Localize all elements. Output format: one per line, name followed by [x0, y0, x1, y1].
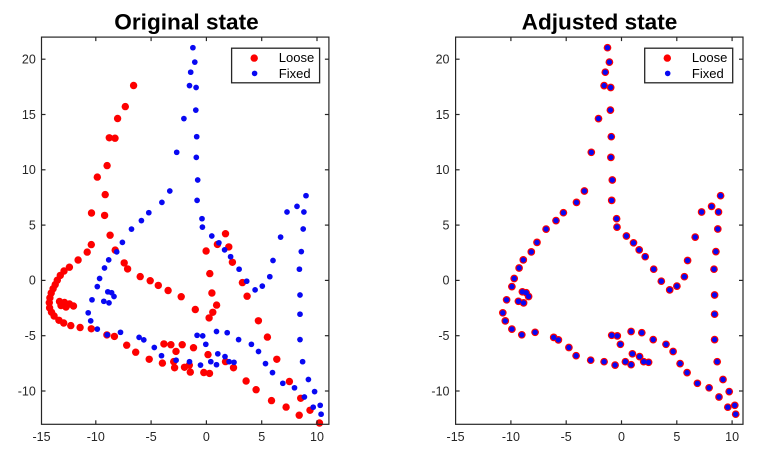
- svg-text:-5: -5: [438, 329, 449, 343]
- svg-text:Loose: Loose: [279, 50, 314, 65]
- svg-text:Fixed: Fixed: [279, 66, 311, 81]
- svg-text:20: 20: [22, 53, 36, 67]
- svg-text:Original state: Original state: [114, 10, 258, 35]
- svg-text:0: 0: [443, 274, 450, 288]
- svg-text:Loose: Loose: [692, 50, 727, 65]
- svg-text:0: 0: [618, 430, 625, 444]
- svg-text:-5: -5: [561, 430, 572, 444]
- svg-text:-15: -15: [32, 430, 50, 444]
- svg-text:5: 5: [673, 430, 680, 444]
- svg-text:5: 5: [258, 430, 265, 444]
- svg-text:-15: -15: [447, 430, 465, 444]
- svg-text:0: 0: [203, 430, 210, 444]
- svg-text:15: 15: [22, 108, 36, 122]
- svg-text:10: 10: [310, 430, 324, 444]
- svg-text:Adjusted state: Adjusted state: [522, 10, 678, 35]
- svg-text:0: 0: [29, 274, 36, 288]
- svg-text:-10: -10: [18, 384, 36, 398]
- svg-text:-10: -10: [431, 384, 449, 398]
- svg-text:20: 20: [436, 53, 450, 67]
- svg-text:-5: -5: [25, 329, 36, 343]
- svg-text:Fixed: Fixed: [692, 66, 724, 81]
- svg-text:10: 10: [725, 430, 739, 444]
- svg-text:5: 5: [443, 218, 450, 232]
- svg-text:10: 10: [436, 163, 450, 177]
- svg-text:15: 15: [436, 108, 450, 122]
- svg-text:10: 10: [22, 163, 36, 177]
- svg-text:-10: -10: [502, 430, 520, 444]
- svg-text:5: 5: [29, 218, 36, 232]
- svg-text:-10: -10: [87, 430, 105, 444]
- svg-text:-5: -5: [146, 430, 157, 444]
